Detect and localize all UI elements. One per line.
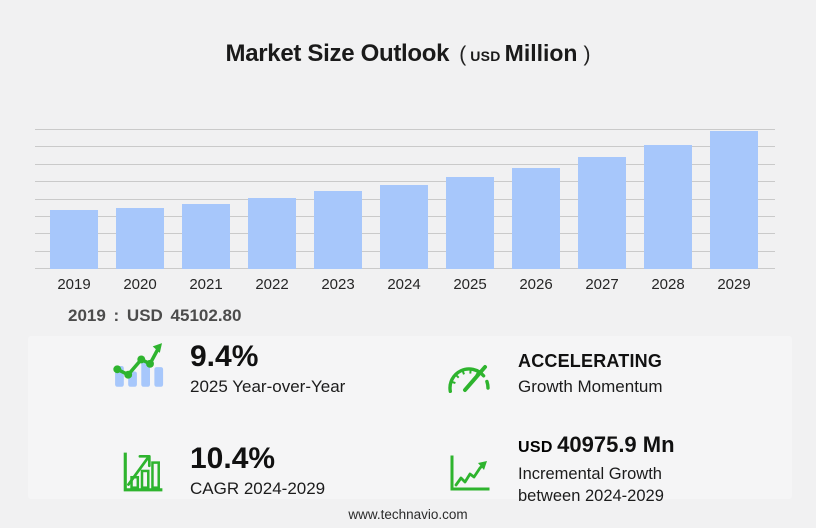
gridline bbox=[35, 129, 775, 130]
x-tick-label-2021: 2021 bbox=[189, 276, 223, 293]
bar-2027 bbox=[578, 157, 626, 269]
bar-2023 bbox=[314, 191, 362, 269]
website-link: www.technavio.com bbox=[348, 507, 468, 522]
stat-yoy-text: 9.4% 2025 Year-over-Year bbox=[190, 342, 345, 397]
stats-panel bbox=[28, 336, 792, 499]
title-main: Market Size Outlook bbox=[225, 40, 450, 67]
x-tick-label-2019: 2019 bbox=[57, 276, 91, 293]
x-tick-label-2026: 2026 bbox=[519, 276, 553, 293]
cagr-value: 10.4% bbox=[190, 442, 276, 475]
stat-cagr: 10.4% CAGR 2024-2029 bbox=[116, 444, 325, 499]
bar-2020 bbox=[116, 208, 164, 269]
momentum-label: Growth Momentum bbox=[518, 376, 663, 396]
x-tick-label-2020: 2020 bbox=[123, 276, 157, 293]
yoy-label: 2025 Year-over-Year bbox=[190, 377, 346, 396]
growth-bars-arrow-icon bbox=[116, 450, 168, 494]
yoy-value: 9.4% bbox=[190, 340, 259, 373]
stat-momentum: ACCELERATING Growth Momentum bbox=[444, 351, 663, 398]
gridline bbox=[35, 146, 775, 148]
bar-2028 bbox=[644, 144, 692, 269]
stat-momentum-text: ACCELERATING Growth Momentum bbox=[518, 351, 663, 397]
bar-2019 bbox=[50, 209, 98, 269]
incremental-label-line2: between 2024-2029 bbox=[518, 487, 664, 506]
x-tick-label-2028: 2028 bbox=[651, 276, 685, 293]
speedometer-icon bbox=[444, 356, 494, 398]
title-paren-open: ( bbox=[459, 43, 467, 66]
incremental-amount: 40975.9 Mn bbox=[557, 432, 675, 457]
stat-incremental-growth: USD 40975.9 Mn Incremental Growth betwee… bbox=[448, 432, 675, 508]
bar-2021 bbox=[182, 203, 230, 269]
base-year-annotation: 2019 : USD 45102.80 bbox=[68, 306, 242, 325]
stat-yoy: 9.4% 2025 Year-over-Year bbox=[108, 342, 345, 397]
page-title: Market Size Outlook ( USD Million ) bbox=[0, 40, 816, 68]
x-axis-labels: 2019 2020 2021 2022 2023 2024 2025 2026 2027 2028… bbox=[35, 276, 775, 296]
title-unit: Million bbox=[504, 40, 578, 66]
bar-chart-plot-area bbox=[35, 120, 775, 269]
x-tick-label-2027: 2027 bbox=[585, 276, 619, 293]
title-paren-close: ) bbox=[583, 43, 591, 66]
momentum-value: ACCELERATING bbox=[518, 351, 663, 371]
x-tick-label-2022: 2022 bbox=[255, 276, 289, 293]
stat-incremental-text: USD 40975.9 Mn Incremental Growth betwee… bbox=[518, 432, 675, 508]
line-graph-arrow-icon bbox=[448, 454, 490, 492]
bar-2022 bbox=[248, 197, 296, 269]
incremental-value: USD 40975.9 Mn bbox=[518, 432, 675, 458]
x-tick-label-2029: 2029 bbox=[717, 276, 751, 293]
x-tick-label-2023: 2023 bbox=[321, 276, 355, 293]
x-tick-label-2025: 2025 bbox=[453, 276, 487, 293]
cagr-label: CAGR 2024-2029 bbox=[190, 479, 326, 498]
bar-2029 bbox=[710, 130, 758, 269]
bar-2024 bbox=[380, 184, 428, 269]
incremental-currency: USD bbox=[518, 439, 553, 456]
incremental-label-line1: Incremental Growth bbox=[518, 465, 662, 483]
bar-2025 bbox=[446, 176, 494, 269]
gridline bbox=[35, 181, 775, 183]
bar-2026 bbox=[512, 168, 560, 269]
bar-chart-trend-icon bbox=[108, 342, 168, 390]
x-tick-label-2024: 2024 bbox=[387, 276, 421, 293]
gridline bbox=[35, 163, 775, 165]
title-currency: USD bbox=[470, 48, 501, 64]
stat-cagr-text: 10.4% CAGR 2024-2029 bbox=[190, 444, 325, 499]
